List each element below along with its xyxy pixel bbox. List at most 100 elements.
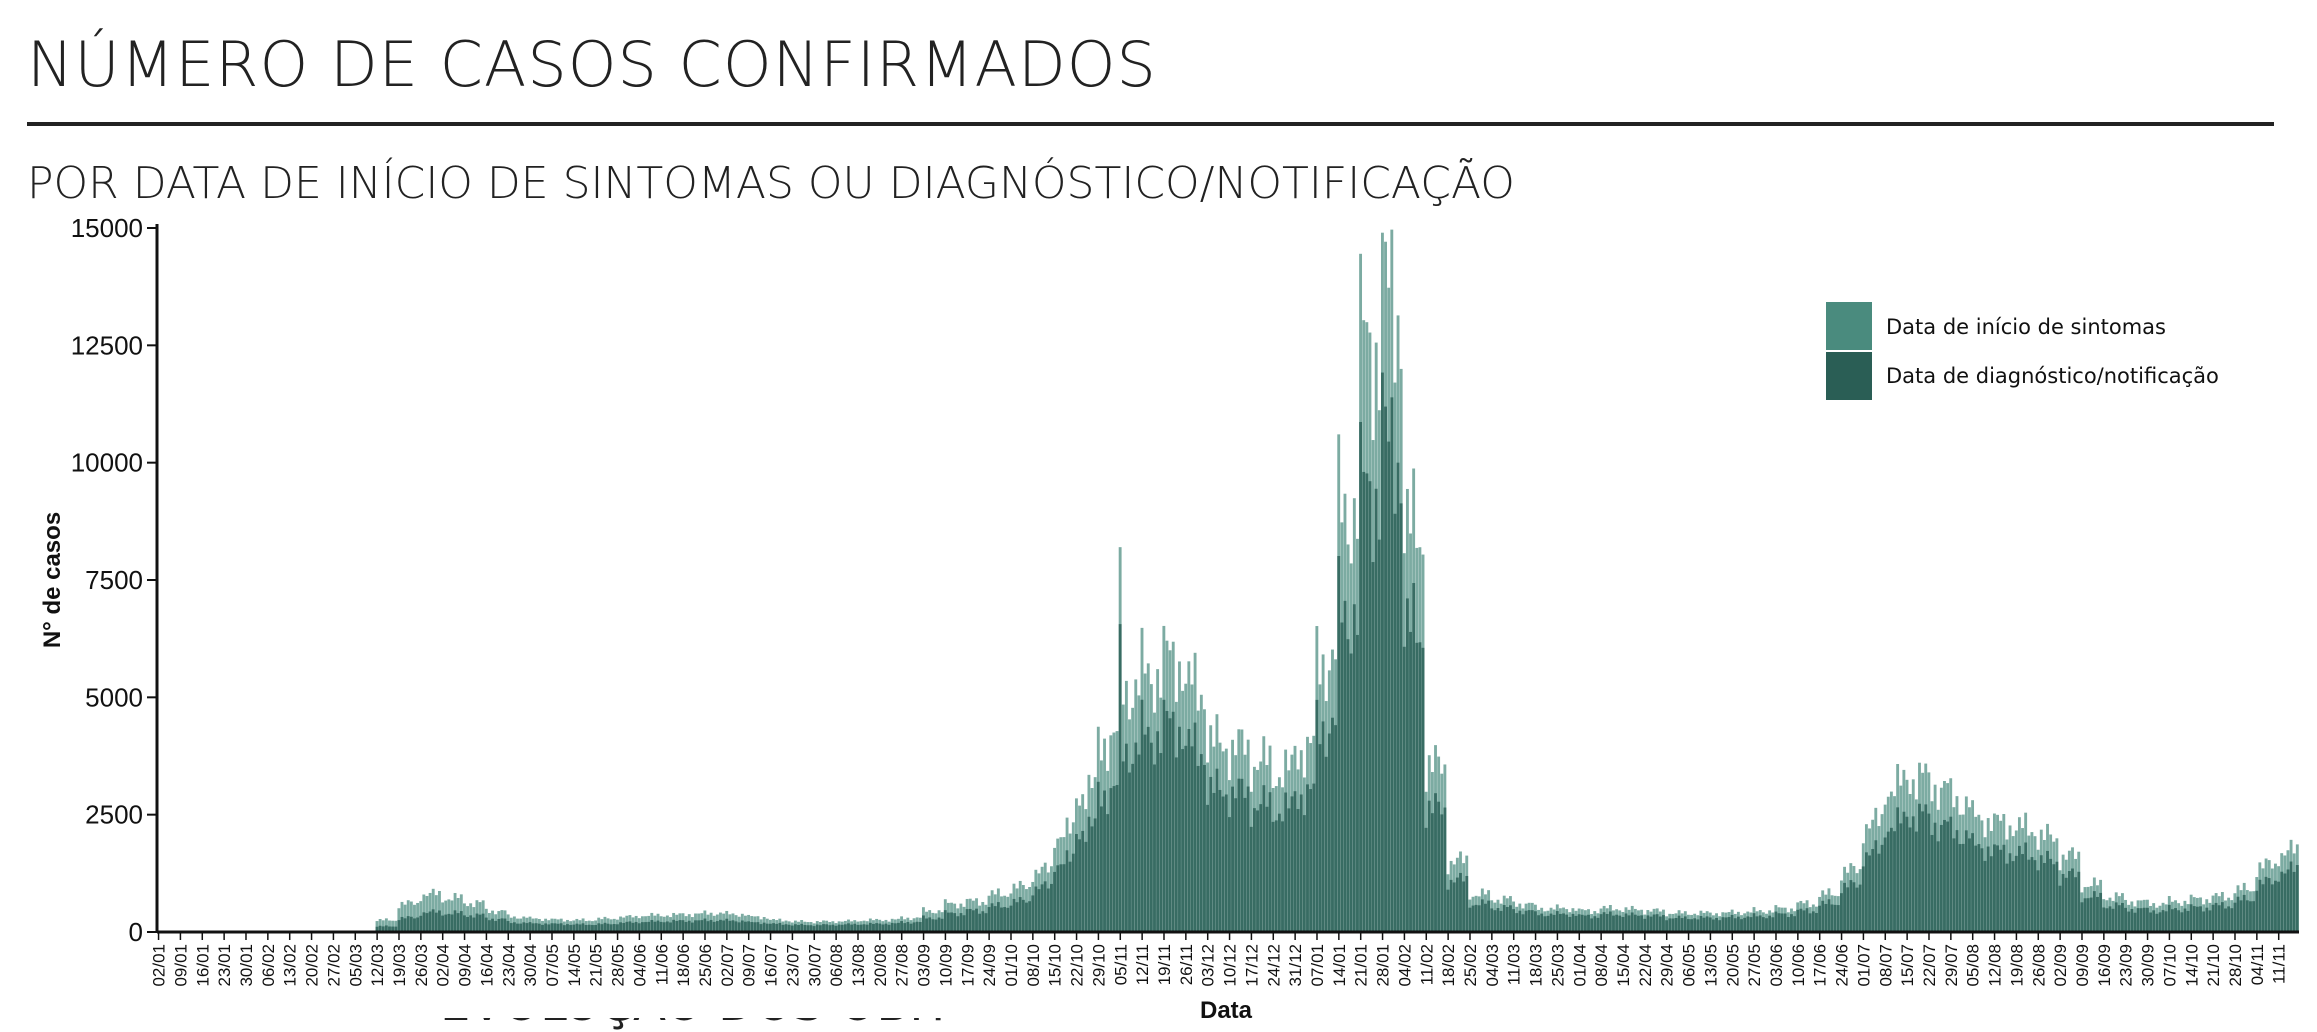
bar-diagnosis xyxy=(512,922,516,932)
bar-diagnosis xyxy=(1343,600,1347,932)
bar-diagnosis xyxy=(1768,915,1772,932)
bar-diagnosis xyxy=(1056,865,1060,932)
bar-diagnosis xyxy=(528,922,532,932)
x-tick-label: 21/05 xyxy=(587,944,606,987)
bar-diagnosis xyxy=(469,915,473,932)
bar-diagnosis xyxy=(1427,800,1431,932)
bar-diagnosis xyxy=(1852,882,1856,932)
bar-diagnosis xyxy=(1399,503,1403,932)
bar-diagnosis xyxy=(2286,869,2290,932)
bar-diagnosis xyxy=(2274,880,2277,932)
bar-diagnosis xyxy=(494,920,498,932)
x-tick-label: 16/07 xyxy=(762,944,781,987)
x-tick-label: 08/07 xyxy=(1876,944,1895,987)
bar-diagnosis xyxy=(772,923,775,932)
bar-diagnosis xyxy=(1327,733,1331,932)
bar-diagnosis xyxy=(1949,816,1953,932)
bar-diagnosis xyxy=(1571,913,1575,932)
bar-diagnosis xyxy=(1228,817,1231,932)
bar-symptom-onset xyxy=(375,921,379,932)
bar-diagnosis xyxy=(1883,837,1887,932)
bar-diagnosis xyxy=(431,909,435,932)
bar-diagnosis xyxy=(719,919,722,932)
bar-diagnosis xyxy=(1736,916,1740,932)
x-tick-label: 12/03 xyxy=(368,944,387,987)
bar-diagnosis xyxy=(993,906,997,932)
bar-diagnosis xyxy=(572,924,576,932)
bar-diagnosis xyxy=(2211,904,2215,932)
bar-diagnosis xyxy=(1434,793,1437,932)
x-tick-label: 17/12 xyxy=(1242,944,1261,987)
x-tick-label: 28/10 xyxy=(2226,944,2245,987)
bar-diagnosis xyxy=(684,921,688,932)
bar-diagnosis xyxy=(406,916,410,932)
bar-diagnosis xyxy=(1196,765,1200,932)
x-tick-label: 11/03 xyxy=(1505,944,1524,985)
bar-diagnosis xyxy=(1218,789,1222,932)
bar-diagnosis xyxy=(1252,808,1256,932)
bar-diagnosis xyxy=(712,921,716,932)
bar-diagnosis xyxy=(2071,868,2074,932)
bar-diagnosis xyxy=(1911,816,1915,932)
bar-diagnosis xyxy=(1156,731,1160,932)
x-tick-label: 21/10 xyxy=(2204,944,2223,987)
bar-diagnosis xyxy=(594,925,598,932)
bar-diagnosis xyxy=(2177,910,2181,932)
bar-diagnosis xyxy=(1677,915,1681,932)
x-tick-label: 26/03 xyxy=(412,944,431,987)
bar-diagnosis xyxy=(1833,904,1837,932)
bar-diagnosis xyxy=(1733,918,1737,932)
bar-diagnosis xyxy=(1793,916,1797,932)
bar-diagnosis xyxy=(1171,711,1175,932)
bar-diagnosis xyxy=(378,925,382,932)
bar-diagnosis xyxy=(662,922,666,932)
bar-diagnosis xyxy=(2042,862,2046,932)
series-diagnosis-bars xyxy=(353,372,2299,933)
bar-diagnosis xyxy=(1274,820,1278,932)
bar-diagnosis xyxy=(884,923,888,932)
bar-diagnosis xyxy=(1649,916,1653,932)
x-tick-label: 13/05 xyxy=(1701,944,1720,987)
bar-diagnosis xyxy=(1368,481,1372,932)
bar-diagnosis xyxy=(1384,406,1387,932)
bar-diagnosis xyxy=(1989,856,1993,932)
bar-diagnosis xyxy=(1721,917,1725,932)
bar-diagnosis xyxy=(575,923,579,932)
bar-diagnosis xyxy=(2217,905,2221,932)
bar-diagnosis xyxy=(1858,884,1862,932)
bar-diagnosis xyxy=(1705,916,1709,932)
bar-diagnosis xyxy=(1106,814,1110,932)
bar-diagnosis xyxy=(388,926,391,932)
bar-diagnosis xyxy=(868,922,872,932)
bar-diagnosis xyxy=(500,918,504,932)
bar-diagnosis xyxy=(2167,904,2171,932)
bar-diagnosis xyxy=(2205,907,2209,932)
bar-diagnosis xyxy=(1059,864,1063,932)
bar-diagnosis xyxy=(750,922,754,932)
bar-diagnosis xyxy=(2114,902,2118,932)
bar-diagnosis xyxy=(553,923,557,932)
bar-diagnosis xyxy=(2186,910,2190,932)
bar-diagnosis xyxy=(1474,904,1478,932)
bar-diagnosis xyxy=(1971,833,1975,932)
bar-diagnosis xyxy=(2074,877,2078,932)
x-tick-label: 25/06 xyxy=(696,944,715,987)
x-tick-label: 06/08 xyxy=(827,944,846,987)
bar-diagnosis xyxy=(2214,902,2218,932)
bar-diagnosis xyxy=(1012,898,1016,932)
bar-diagnosis xyxy=(1459,872,1462,932)
bar-diagnosis xyxy=(987,907,991,932)
bar-diagnosis xyxy=(1593,916,1597,932)
bar-diagnosis xyxy=(1277,813,1281,932)
bar-diagnosis xyxy=(1334,725,1338,932)
bar-diagnosis xyxy=(1836,905,1840,932)
bar-diagnosis xyxy=(1487,900,1491,932)
bar-diagnosis xyxy=(1537,915,1540,932)
bar-diagnosis xyxy=(1577,914,1581,932)
bar-diagnosis xyxy=(1096,781,1100,932)
bar-diagnosis xyxy=(975,908,978,932)
bar-diagnosis xyxy=(603,922,607,932)
bar-diagnosis xyxy=(1025,902,1028,932)
x-tick-label: 03/06 xyxy=(1767,944,1786,987)
bar-diagnosis xyxy=(1099,806,1103,932)
